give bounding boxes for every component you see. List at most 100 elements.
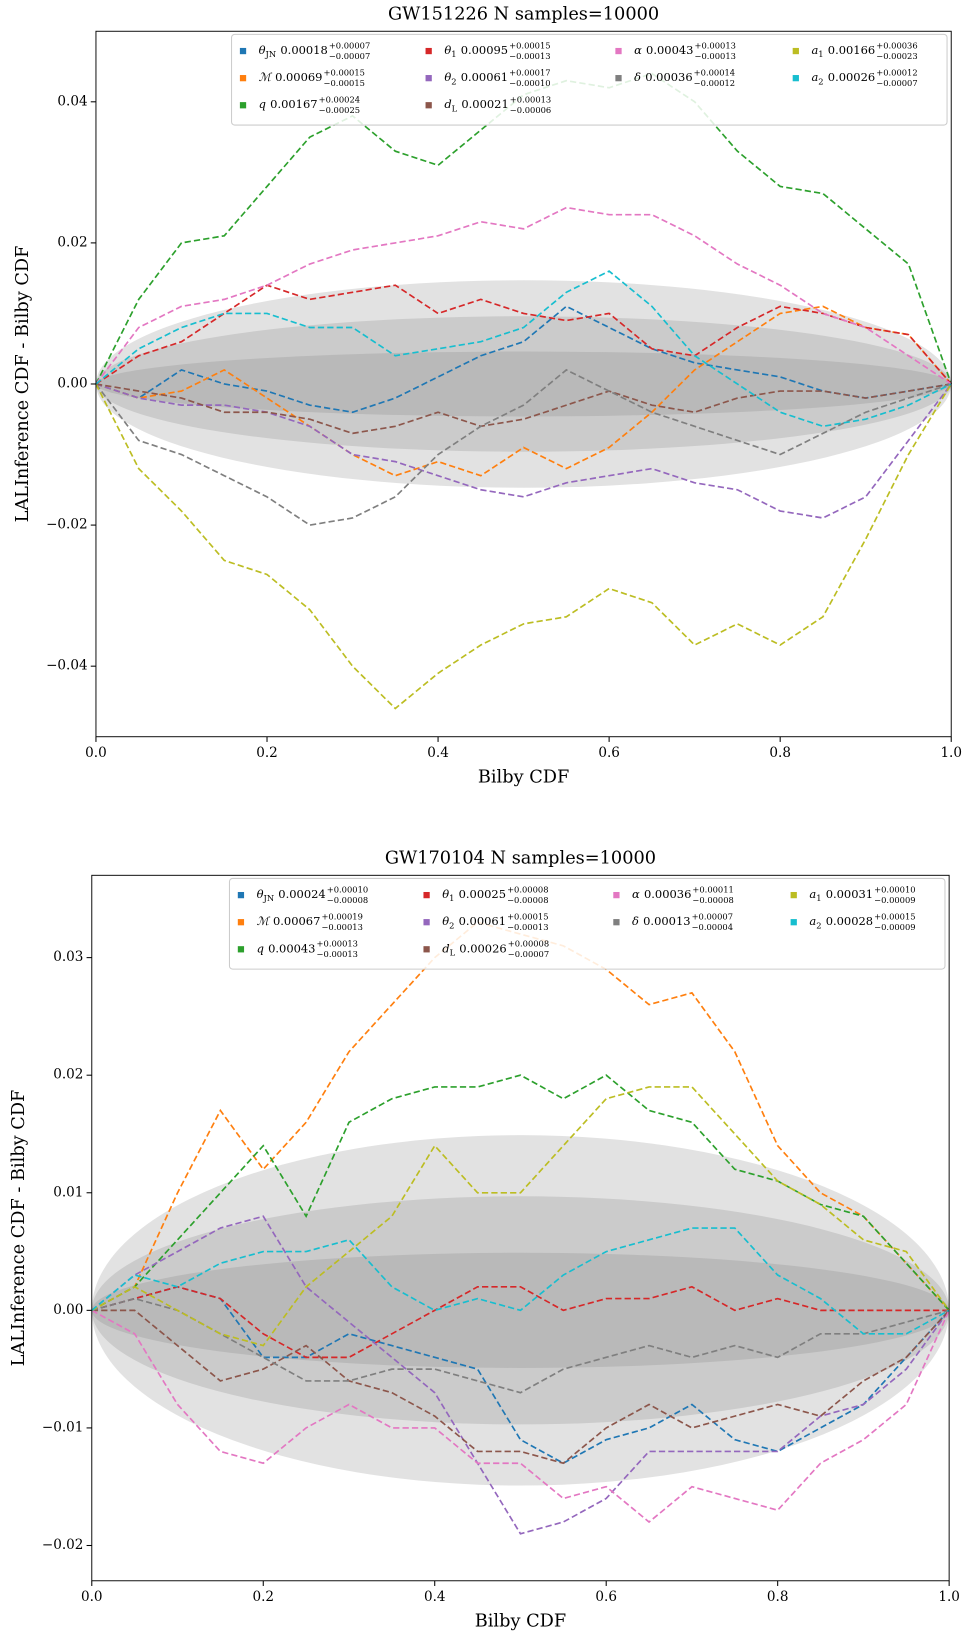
legend-lower: −0.00004 (692, 922, 733, 932)
y-tick-label: −0.02 (42, 1537, 84, 1553)
legend-subscript: 2 (449, 920, 454, 930)
legend-lower: −0.00008 (692, 895, 733, 905)
legend-upper: +0.00010 (874, 884, 915, 894)
legend-subscript: L (450, 947, 456, 957)
legend-name: α (632, 887, 640, 901)
legend-symbol: α (632, 887, 640, 901)
confidence-band (95, 316, 952, 452)
series-line (95, 270, 952, 428)
legend-symbol: α (634, 43, 642, 57)
legend-name: δ (634, 70, 641, 84)
legend-name: θ2 (444, 70, 456, 86)
series-line (91, 1309, 950, 1465)
legend-marker (792, 47, 799, 55)
legend-median: 0.00061 (461, 70, 508, 84)
legend-name: θJN (257, 887, 275, 903)
legend-lower: −0.00007 (876, 78, 917, 88)
legend-name: q (257, 941, 264, 955)
legend-marker (239, 75, 247, 82)
x-tick-label: 0.6 (598, 745, 620, 761)
legend-box (228, 877, 946, 970)
legend-upper: +0.00036 (876, 40, 917, 50)
x-tick-label: 0.6 (595, 1589, 617, 1605)
series-line (91, 1227, 950, 1335)
legend-upper: +0.00013 (510, 95, 551, 105)
legend-subscript: 1 (451, 49, 456, 59)
series-line (95, 368, 952, 526)
legend-subscript: 2 (451, 76, 456, 86)
y-axis-label: LALInference CDF - Bilby CDF (13, 246, 33, 523)
legend-lower: −0.00013 (317, 949, 358, 959)
y-tick-label: 0.01 (53, 1184, 83, 1200)
y-tick-label: 0.00 (57, 375, 87, 391)
legend-marker (239, 47, 247, 55)
legend-upper: +0.00007 (692, 911, 733, 921)
legend-symbol: a (809, 914, 816, 928)
legend-marker (425, 75, 432, 82)
axes-frame (91, 874, 950, 1582)
legend-marker (790, 891, 797, 899)
series-line (91, 1215, 950, 1535)
x-axis-label: Bilby CDF (478, 767, 569, 787)
y-tick-label: 0.02 (53, 1067, 83, 1083)
x-tick-label: 0.4 (427, 745, 449, 761)
x-tick-label: 0.8 (767, 1589, 789, 1605)
legend-lower: −0.00010 (509, 78, 550, 88)
legend-lower: −0.00013 (509, 51, 550, 61)
legend-subscript: 1 (818, 49, 823, 59)
legend-upper: +0.00015 (509, 40, 550, 50)
legend-lower: −0.00013 (507, 922, 548, 932)
series-line (91, 1285, 950, 1359)
legend-median: 0.00026 (828, 70, 875, 84)
legend-subscript: L (452, 103, 458, 113)
legend-subscript: 1 (816, 893, 821, 903)
legend-lower: −0.00009 (874, 922, 915, 932)
legend-symbol: δ (634, 70, 641, 84)
legend-symbol: d (442, 941, 449, 955)
legend-median: 0.00028 (826, 914, 873, 928)
x-tick-label: 0.4 (424, 1589, 446, 1605)
series-line (95, 305, 952, 414)
legend-name: a2 (811, 70, 823, 86)
legend-marker (423, 946, 430, 953)
legend-median: 0.00043 (646, 43, 693, 57)
legend-name: α (634, 43, 642, 57)
y-axis-label: LALInference CDF - Bilby CDF (9, 1090, 29, 1367)
legend-upper: +0.00014 (694, 67, 735, 77)
legend-symbol: a (811, 43, 818, 57)
series-line (95, 305, 952, 477)
legend-marker (237, 919, 245, 926)
series-line (95, 383, 952, 710)
legend-upper: +0.00007 (329, 40, 370, 50)
legend-median: 0.00166 (828, 43, 875, 57)
legend-name: θ2 (442, 914, 454, 930)
confidence-band (95, 351, 952, 417)
confidence-band (95, 280, 952, 488)
legend-upper: +0.00012 (876, 67, 917, 77)
legend-marker (237, 891, 245, 899)
legend-median: 0.00043 (268, 941, 315, 955)
legend-name: a2 (809, 914, 821, 930)
series-line (91, 1309, 950, 1524)
series-line (91, 921, 950, 1312)
plot: 0.0 0.2 0.4 0.6 0.8 1.0 −0.02 −0.01 0.00 0.01 0.02… (9, 849, 960, 1632)
series-line (95, 206, 952, 385)
series-line (91, 1285, 950, 1465)
legend-symbol: ℳ (257, 914, 271, 928)
legend-upper: +0.00019 (321, 911, 362, 921)
legend-name: ℳ (257, 914, 271, 928)
y-tick-label: −0.01 (42, 1419, 84, 1435)
legend-name: a1 (809, 887, 821, 903)
legend-symbol: θ (259, 43, 266, 57)
legend-median: 0.00067 (273, 914, 320, 928)
legend-median: 0.00095 (461, 43, 508, 57)
legend-upper: +0.00024 (319, 95, 360, 105)
legend-name: dL (442, 941, 455, 957)
legend-median: 0.00061 (459, 914, 506, 928)
legend-name: δ (632, 914, 639, 928)
legend-symbol: δ (632, 914, 639, 928)
x-tick-label: 1.0 (940, 745, 962, 761)
